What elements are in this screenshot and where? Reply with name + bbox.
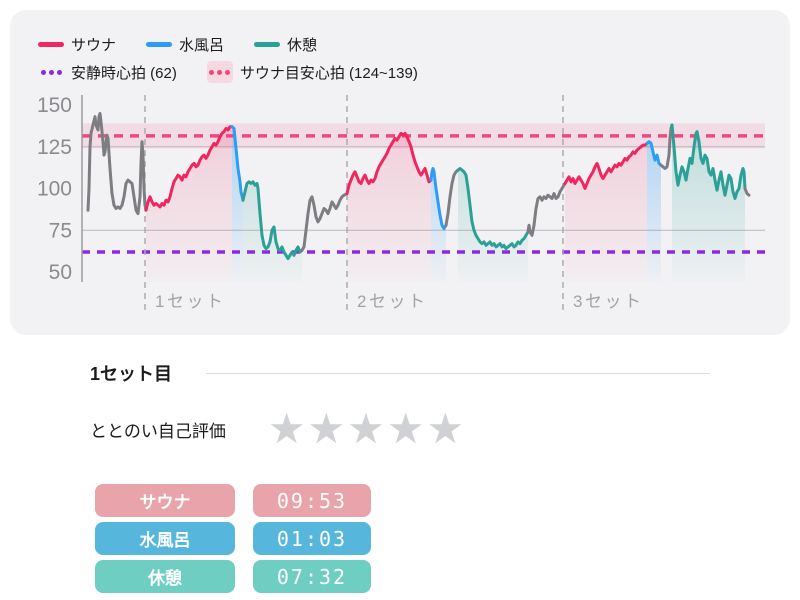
heart-rate-line-rest (241, 180, 304, 261)
phase-row: 休憩 07:32 (95, 560, 710, 593)
legend-item: 水風呂 (146, 34, 224, 55)
phase-area-sauna (146, 126, 232, 282)
phase-area-water (647, 141, 661, 282)
set-marker-label: 2セット (357, 292, 427, 311)
phase-duration-table: サウナ 09:53 水風呂 01:03 休憩 07:32 (95, 484, 710, 593)
legend-swatch-icon (254, 41, 281, 47)
phase-row: 水風呂 01:03 (95, 522, 710, 555)
phase-area-rest (672, 125, 745, 282)
star-icon[interactable]: ★ (426, 405, 465, 452)
star-icon[interactable]: ★ (307, 405, 346, 452)
heart-rate-chart: 1セット 2セット 3セット 150 125 100 75 50 (37, 94, 765, 313)
heart-rate-line-transition (300, 192, 349, 252)
phase-area-water (232, 126, 243, 282)
legend-item: 安静時心拍 (62) (38, 61, 177, 83)
legend-item: 休憩 (254, 34, 317, 55)
legend-row-2: 安静時心拍 (62) サウナ目安心拍 (124~139) (38, 58, 418, 86)
legend-item: サウナ (38, 34, 116, 55)
phase-label-badge: 水風呂 (95, 522, 235, 555)
legend-swatch-icon (206, 61, 233, 83)
phase-time-badge: 07:32 (253, 560, 371, 593)
phase-area-sauna (347, 133, 431, 282)
heart-rate-line-rest (456, 167, 530, 251)
heart-rate-line-transition (659, 123, 674, 170)
legend-item: サウナ目安心拍 (124~139) (206, 61, 418, 83)
legend-swatch-icon (38, 41, 64, 47)
star-icon[interactable]: ★ (386, 405, 425, 452)
heart-rate-chart-card: サウナ 水風呂 休憩 安静時心拍 (62) サウナ目安心拍 (124~139) 1セッ… (10, 10, 790, 335)
heart-rate-line-sauna (144, 125, 234, 212)
rating-row: ととのい自己評価 ★ ★ ★ ★ ★ (90, 406, 710, 452)
set-detail-section: 1セット目 ととのい自己評価 ★ ★ ★ ★ ★ サウナ 09:53 水風呂 01:03 休憩 0… (90, 360, 710, 593)
y-tick-label: 50 (49, 261, 72, 284)
legend-item-label: 休憩 (287, 36, 318, 54)
heart-rate-line-sauna (563, 141, 649, 190)
phase-label-badge: サウナ (95, 484, 235, 517)
heart-rate-line-transition (526, 182, 567, 237)
heart-rate-line-sauna (345, 131, 433, 195)
legend-item-label: 水風呂 (179, 36, 225, 54)
y-tick-label: 75 (49, 219, 72, 242)
heart-rate-line-water (230, 125, 245, 202)
legend-swatch-icon (38, 61, 64, 83)
legend-row-1: サウナ 水風呂 休憩 (38, 30, 418, 58)
star-icon[interactable]: ★ (267, 405, 306, 452)
heart-rate-line-water (429, 167, 448, 231)
y-tick-label: 125 (37, 136, 72, 159)
phase-label-badge: 休憩 (95, 560, 235, 593)
legend-item-label: 安静時心拍 (62) (71, 64, 177, 82)
heart-rate-line-transition (743, 187, 751, 197)
y-tick-label: 150 (37, 94, 72, 117)
rating-label: ととのい自己評価 (90, 421, 226, 441)
y-tick-label: 100 (37, 178, 72, 201)
legend-item-label: サウナ目安心拍 (124~139) (239, 64, 418, 82)
chart-legend: サウナ 水風呂 休憩 安静時心拍 (62) サウナ目安心拍 (124~139) (38, 30, 418, 86)
phase-time-badge: 01:03 (253, 522, 371, 555)
heart-rate-line-transition (86, 111, 148, 216)
heart-rate-line-rest (670, 123, 747, 200)
set-heading-row: 1セット目 (90, 360, 710, 386)
legend-swatch-icon (146, 41, 173, 47)
heart-rate-line-water (645, 140, 663, 167)
set-marker-label: 3セット (573, 292, 643, 311)
set-heading: 1セット目 (90, 364, 173, 384)
phase-time-badge: 09:53 (253, 484, 371, 517)
phase-row: サウナ 09:53 (95, 484, 710, 517)
set-marker-label: 1セット (155, 292, 225, 311)
legend-item-label: サウナ (71, 36, 117, 54)
star-icon[interactable]: ★ (347, 405, 385, 452)
rating-stars[interactable]: ★ ★ ★ ★ ★ (268, 407, 464, 451)
heading-divider (206, 372, 710, 374)
heart-rate-line-transition (444, 168, 460, 227)
phase-area-sauna (565, 143, 647, 282)
